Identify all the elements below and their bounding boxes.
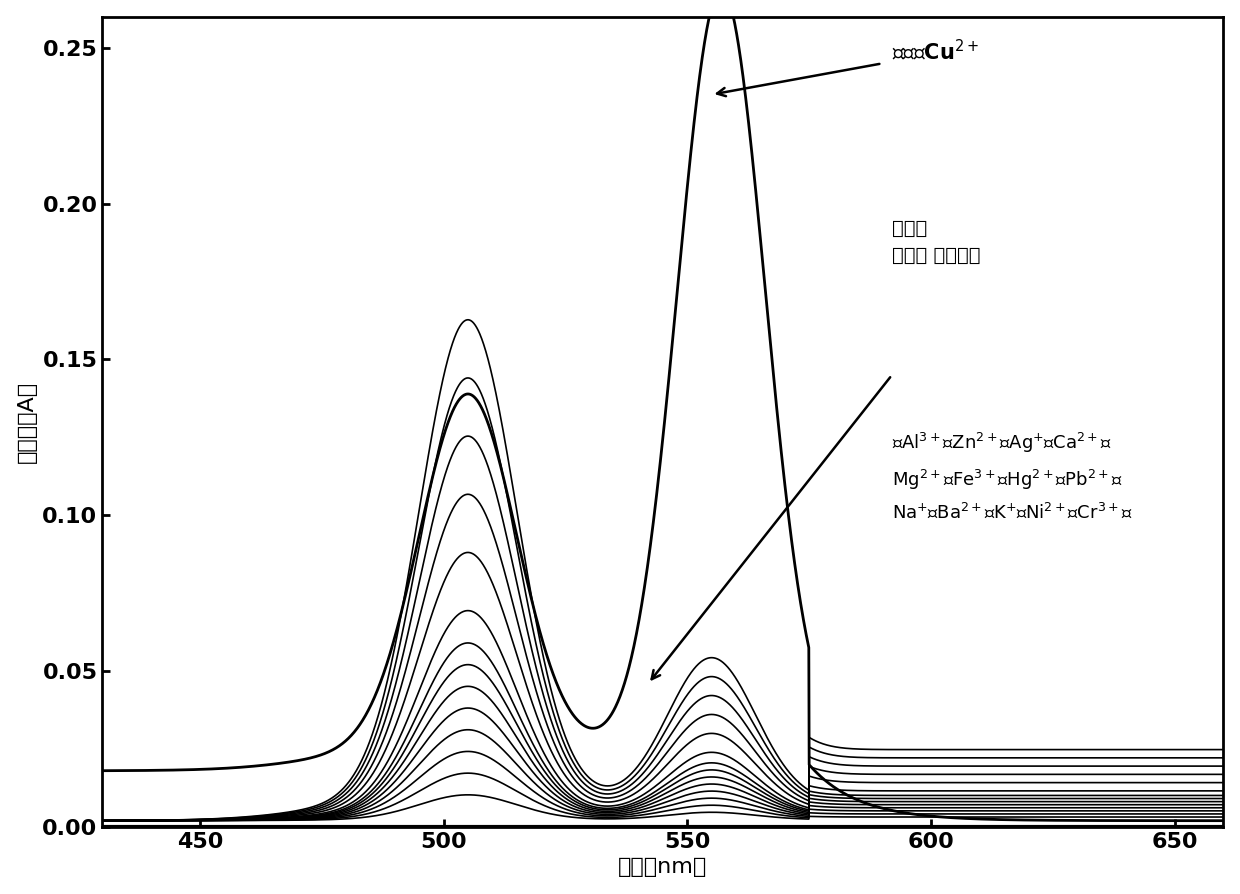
Text: （Al$^{3+}$、Zn$^{2+}$、Ag$^{+}$、Ca$^{2+}$、
Mg$^{2+}$、Fe$^{3+}$、Hg$^{2+}$、Pb$^{2+}$: （Al$^{3+}$、Zn$^{2+}$、Ag$^{+}$、Ca$^{2+}$、… xyxy=(892,431,1132,522)
X-axis label: 波长（nm）: 波长（nm） xyxy=(619,857,708,877)
Y-axis label: 吸光度（A）: 吸光度（A） xyxy=(16,381,37,463)
Text: 探针＋Cu$^{2+}$: 探针＋Cu$^{2+}$ xyxy=(892,38,978,63)
Text: 探针，
探针＋ 金属离子: 探针， 探针＋ 金属离子 xyxy=(892,219,981,265)
